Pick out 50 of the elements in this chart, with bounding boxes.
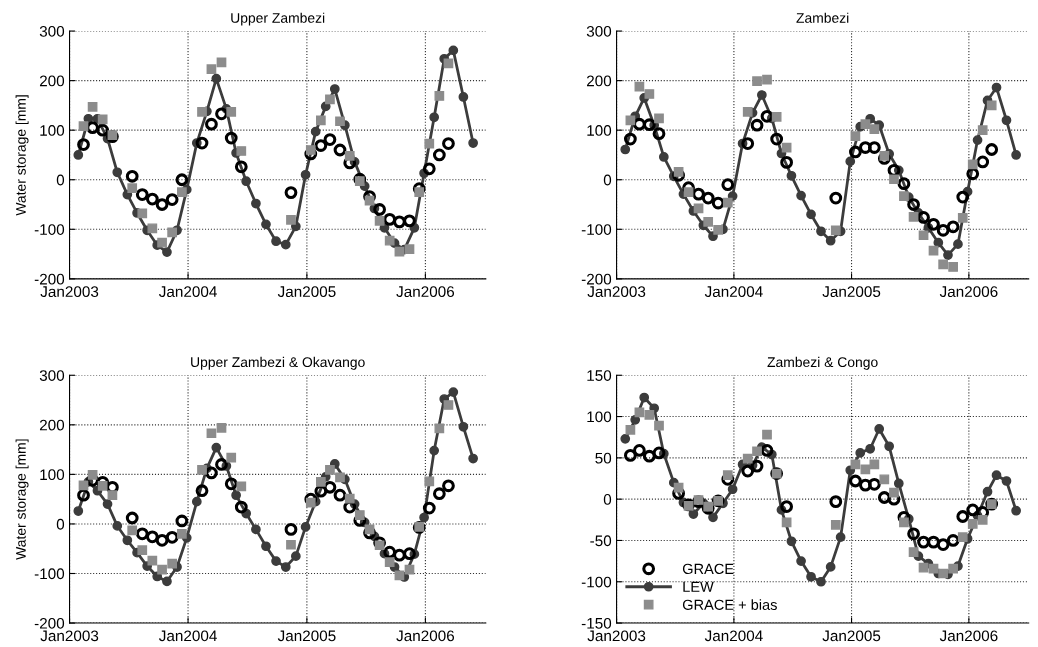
y-tick-label: 300 xyxy=(586,25,612,37)
legend-label: GRACE + bias xyxy=(682,599,777,610)
y-tick-label: -200 xyxy=(581,273,612,285)
y-tick-label: -100 xyxy=(34,568,65,580)
y-tick-label: 100 xyxy=(587,125,612,136)
x-tick-label: Jan2003 xyxy=(40,286,99,298)
y-tick-label: -100 xyxy=(581,224,612,235)
y-tick-label: -200 xyxy=(34,617,65,629)
y-tick-label: -100 xyxy=(34,224,65,235)
chart-title: Upper Zambezi & Okavango xyxy=(191,356,365,370)
x-tick-label: Jan2006 xyxy=(939,286,998,298)
legend-label: LEW xyxy=(683,581,714,592)
y-tick-label: 100 xyxy=(587,411,612,423)
x-tick-label: Jan2005 xyxy=(277,286,336,298)
y-tick-label: 0 xyxy=(603,494,612,505)
x-tick-label: Jan2006 xyxy=(939,630,998,642)
y-tick-label: -100 xyxy=(581,576,612,588)
y-tick-label: 200 xyxy=(586,75,612,87)
y-tick-label: 0 xyxy=(56,518,65,530)
x-tick-label: Jan2003 xyxy=(587,630,646,642)
chart-title: Zambezi & Congo xyxy=(767,356,878,370)
y-axis-title: Water storage [mm] xyxy=(15,95,29,216)
y-tick-label: 150 xyxy=(587,370,612,381)
chart-title: Upper Zambezi xyxy=(231,12,325,26)
y-tick-label: 200 xyxy=(39,419,65,431)
y-tick-label: 300 xyxy=(39,370,65,381)
x-tick-label: Jan2004 xyxy=(158,286,217,298)
x-tick-label: Jan2004 xyxy=(704,630,763,642)
y-axis-title: Water storage [mm] xyxy=(15,439,29,560)
y-tick-label: -150 xyxy=(581,617,612,629)
y-tick-label: -200 xyxy=(34,273,65,285)
y-tick-label: 200 xyxy=(39,75,65,87)
y-tick-label: 0 xyxy=(56,174,65,186)
x-tick-label: Jan2005 xyxy=(822,630,881,642)
y-tick-label: 50 xyxy=(595,452,612,464)
x-tick-label: Jan2005 xyxy=(277,630,336,642)
x-tick-label: Jan2006 xyxy=(396,630,455,642)
x-tick-label: Jan2003 xyxy=(40,630,99,642)
x-tick-label: Jan2003 xyxy=(587,286,646,298)
y-tick-label: 0 xyxy=(603,174,612,186)
chart-title: Zambezi xyxy=(796,12,849,23)
x-tick-label: Jan2006 xyxy=(396,286,455,298)
legend-label: GRACE xyxy=(682,563,734,575)
y-tick-label: 100 xyxy=(40,469,65,481)
y-tick-label: 300 xyxy=(39,25,65,37)
y-tick-label: -50 xyxy=(590,535,612,547)
x-tick-label: Jan2005 xyxy=(822,286,881,298)
y-tick-label: 100 xyxy=(40,125,65,136)
x-tick-label: Jan2004 xyxy=(704,286,763,298)
x-tick-label: Jan2004 xyxy=(158,630,217,642)
